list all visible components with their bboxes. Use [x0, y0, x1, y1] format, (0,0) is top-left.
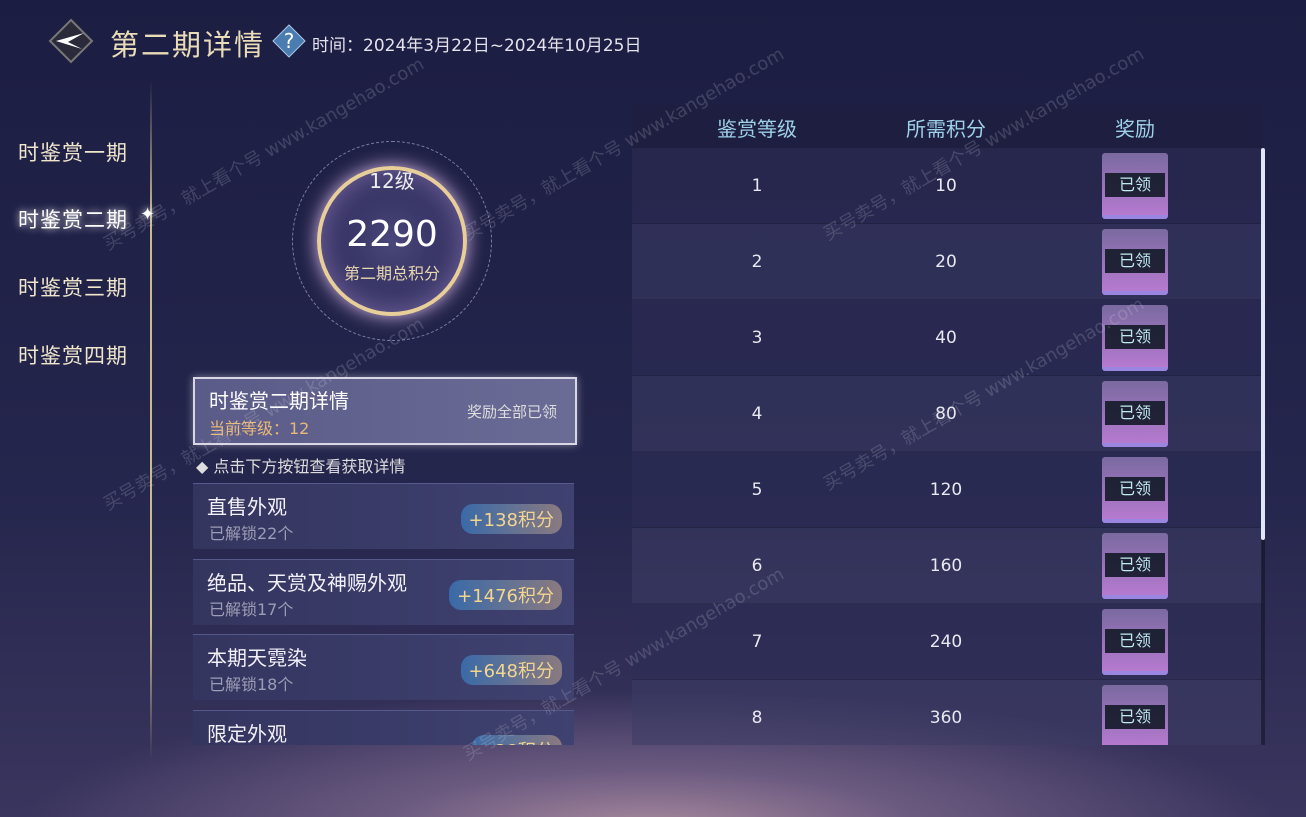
- card-title: 本期天霓染: [207, 646, 307, 670]
- card-title: 绝品、天赏及神赐外观: [207, 571, 407, 595]
- claimed-label: 已领: [1105, 173, 1165, 197]
- period-detail-card[interactable]: 时鉴赏二期详情 当前等级：12 奖励全部已领: [193, 377, 577, 445]
- card-points: +1476积分: [449, 580, 562, 610]
- nav-period-3[interactable]: 时鉴赏三期: [18, 276, 128, 300]
- reward-item[interactable]: 已领: [1102, 533, 1168, 599]
- reward-item[interactable]: 已领: [1102, 381, 1168, 447]
- row-level: 8: [751, 708, 763, 728]
- table-row: 1 10 已领: [632, 148, 1262, 224]
- header-level: 鉴赏等级: [717, 117, 797, 141]
- reward-item[interactable]: 已领: [1102, 229, 1168, 295]
- claimed-label: 已领: [1105, 629, 1165, 653]
- table-row: 2 20 已领: [632, 224, 1262, 300]
- reward-table: 鉴赏等级 所需积分 奖励 1 10 已领 2 20 已领 3 40 已领 4 80 已…: [632, 105, 1262, 745]
- reward-item[interactable]: 已领: [1102, 457, 1168, 523]
- table-header: 鉴赏等级 所需积分 奖励: [632, 105, 1262, 148]
- active-star-icon: ✦: [140, 204, 156, 225]
- reward-item[interactable]: 已领: [1102, 305, 1168, 371]
- card-points: +138积分: [460, 504, 562, 534]
- scrollbar-thumb[interactable]: [1261, 148, 1265, 540]
- back-button[interactable]: [48, 18, 94, 64]
- row-level: 3: [751, 328, 763, 348]
- nav-period-1[interactable]: 时鉴赏一期: [18, 141, 128, 165]
- claimed-label: 已领: [1105, 325, 1165, 349]
- hint-text: ◆ 点击下方按钮查看获取详情: [196, 453, 405, 477]
- nav-divider: [150, 80, 152, 760]
- total-score: 2290: [346, 214, 438, 255]
- table-row: 8 360 已领: [632, 680, 1262, 745]
- row-points: 20: [935, 252, 957, 272]
- source-card[interactable]: 限定外观 +28积分: [193, 710, 574, 745]
- score-ring-outer: [292, 141, 492, 341]
- detail-level: 当前等级：12: [209, 419, 310, 438]
- source-card[interactable]: 直售外观已解锁22个 +138积分: [193, 483, 574, 549]
- card-sub: 已解锁18个: [209, 675, 294, 694]
- table-body: 1 10 已领 2 20 已领 3 40 已领 4 80 已领 5 120 已领 6 16…: [632, 148, 1262, 745]
- card-title: 限定外观: [207, 722, 287, 745]
- claimed-label: 已领: [1105, 477, 1165, 501]
- row-level: 4: [751, 404, 763, 424]
- nav-period-2[interactable]: 时鉴赏二期: [18, 208, 128, 232]
- claimed-label: 已领: [1105, 705, 1165, 729]
- hint-label: 点击下方按钮查看获取详情: [213, 457, 406, 476]
- question-icon: ?: [272, 24, 306, 58]
- row-level: 2: [751, 252, 763, 272]
- card-points: +28积分: [472, 735, 562, 745]
- reward-item[interactable]: 已领: [1102, 153, 1168, 219]
- card-sub: 已解锁22个: [209, 524, 294, 543]
- table-row: 7 240 已领: [632, 604, 1262, 680]
- reward-status: 奖励全部已领: [466, 403, 557, 421]
- claimed-label: 已领: [1105, 401, 1165, 425]
- current-level: 12级: [369, 169, 415, 193]
- table-row: 3 40 已领: [632, 300, 1262, 376]
- row-level: 7: [751, 632, 763, 652]
- row-points: 160: [929, 556, 963, 576]
- row-points: 360: [929, 708, 963, 728]
- row-points: 40: [935, 328, 957, 348]
- reward-item[interactable]: 已领: [1102, 685, 1168, 745]
- table-row: 4 80 已领: [632, 376, 1262, 452]
- row-level: 6: [751, 556, 763, 576]
- row-level: 1: [751, 176, 763, 196]
- svg-text:?: ?: [284, 29, 295, 53]
- row-points: 10: [935, 176, 957, 196]
- detail-title: 时鉴赏二期详情: [209, 389, 349, 413]
- diamond-bullet-icon: ◆: [196, 457, 214, 476]
- nav-period-4[interactable]: 时鉴赏四期: [18, 344, 128, 368]
- help-button[interactable]: ?: [272, 24, 306, 58]
- row-points: 120: [929, 480, 963, 500]
- period-time: 时间：2024年3月22日~2024年10月25日: [312, 36, 642, 56]
- total-score-label: 第二期总积分: [343, 264, 440, 283]
- header-reward: 奖励: [1115, 117, 1155, 141]
- source-card[interactable]: 绝品、天赏及神赐外观已解锁17个 +1476积分: [193, 559, 574, 625]
- back-arrow-icon: [48, 18, 94, 64]
- card-title: 直售外观: [207, 495, 287, 519]
- table-row: 5 120 已领: [632, 452, 1262, 528]
- table-row: 6 160 已领: [632, 528, 1262, 604]
- reward-item[interactable]: 已领: [1102, 609, 1168, 675]
- claimed-label: 已领: [1105, 553, 1165, 577]
- row-level: 5: [751, 480, 763, 500]
- row-points: 240: [929, 632, 963, 652]
- claimed-label: 已领: [1105, 249, 1165, 273]
- card-sub: 已解锁17个: [209, 600, 294, 619]
- page-title: 第二期详情: [110, 28, 266, 62]
- card-points: +648积分: [460, 655, 562, 685]
- header-points: 所需积分: [906, 117, 986, 141]
- score-ring: [317, 166, 467, 316]
- source-card[interactable]: 本期天霓染已解锁18个 +648积分: [193, 634, 574, 700]
- source-list: 直售外观已解锁22个 +138积分 绝品、天赏及神赐外观已解锁17个 +1476积分…: [0, 0, 600, 745]
- row-points: 80: [935, 404, 957, 424]
